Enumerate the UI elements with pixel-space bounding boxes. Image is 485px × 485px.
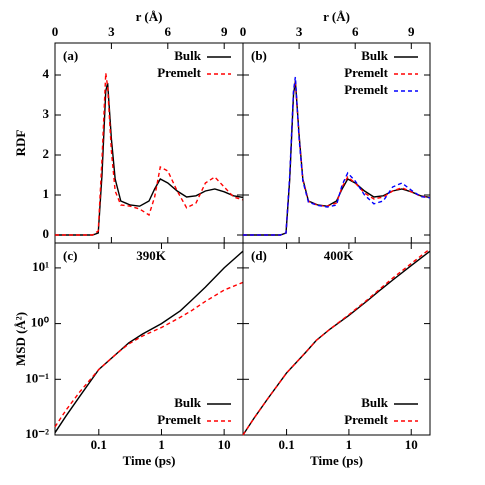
legend-label: Premelt <box>157 412 201 427</box>
data-line <box>243 76 431 236</box>
x-axis-label: Time (ps) <box>310 453 363 468</box>
data-line <box>243 80 431 236</box>
legend-label: Premelt <box>344 65 388 80</box>
plot-frame <box>242 42 431 244</box>
x-axis-label: r (Å) <box>136 9 163 24</box>
y-tick-label: 10⁰ <box>31 315 50 330</box>
legend-label: Bulk <box>174 48 202 63</box>
x-tick-label: 9 <box>408 24 415 39</box>
legend-label: Premelt <box>344 82 388 97</box>
legend-label: Bulk <box>361 48 389 63</box>
annotation: 400K <box>324 248 355 263</box>
x-tick-label: 10 <box>405 437 418 452</box>
plot-frame <box>242 242 431 436</box>
panel-label: (c) <box>63 248 77 263</box>
x-tick-label: 0 <box>240 24 247 39</box>
x-tick-label: 1 <box>158 437 165 452</box>
y-tick-label: 10⁻² <box>25 426 49 441</box>
legend-label: Premelt <box>157 65 201 80</box>
x-tick-label: 3 <box>296 24 303 39</box>
y-tick-label: 4 <box>43 66 50 81</box>
data-line <box>243 80 431 236</box>
legend-label: Bulk <box>174 395 202 410</box>
x-tick-label: 6 <box>352 24 359 39</box>
data-line <box>242 250 431 436</box>
y-axis-label: RDF <box>13 130 28 157</box>
data-line <box>55 82 244 236</box>
panel-label: (a) <box>63 48 78 63</box>
panel-label: (b) <box>251 48 267 63</box>
y-tick-label: 10¹ <box>32 259 49 274</box>
annotation: 390K <box>136 248 167 263</box>
x-tick-label: 1 <box>346 437 353 452</box>
x-tick-label: 0 <box>52 24 59 39</box>
x-tick-label: 6 <box>165 24 172 39</box>
x-tick-label: 0.1 <box>91 437 107 452</box>
legend-label: Bulk <box>361 395 389 410</box>
plot-frame <box>54 42 244 244</box>
y-axis-label: MSD (Å²) <box>13 312 28 366</box>
x-tick-label: 3 <box>108 24 115 39</box>
legend-label: Premelt <box>344 412 388 427</box>
x-tick-label: 10 <box>218 437 231 452</box>
panel-label: (d) <box>251 248 267 263</box>
data-line <box>54 250 244 434</box>
plot-frame <box>54 242 244 436</box>
data-line <box>242 248 431 436</box>
x-tick-label: 9 <box>221 24 228 39</box>
y-tick-label: 10⁻¹ <box>25 370 49 385</box>
y-tick-label: 0 <box>43 226 50 241</box>
y-tick-label: 2 <box>43 146 50 161</box>
data-line <box>55 72 244 236</box>
x-axis-label: r (Å) <box>323 9 350 24</box>
data-line <box>54 281 244 428</box>
x-axis-label: Time (ps) <box>123 453 176 468</box>
y-tick-label: 3 <box>43 106 50 121</box>
x-tick-label: 0.1 <box>278 437 294 452</box>
y-tick-label: 1 <box>43 186 50 201</box>
